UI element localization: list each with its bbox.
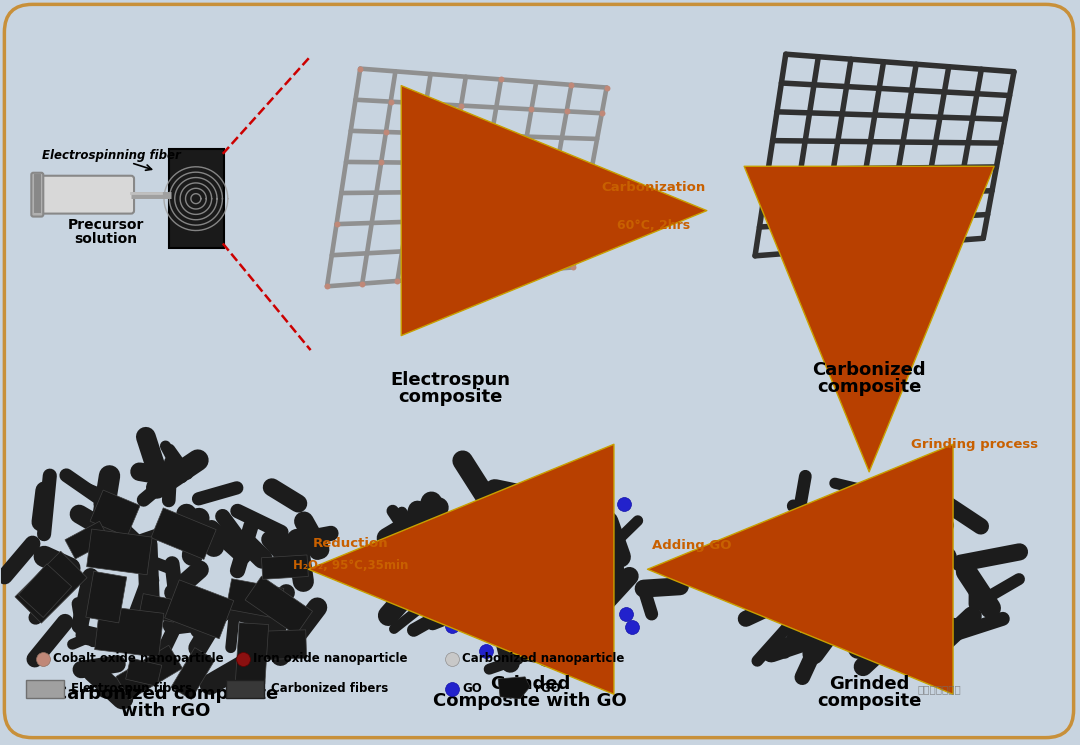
Text: Carbonized fibers: Carbonized fibers [271,682,388,695]
Bar [245,630,307,660]
Bar [245,576,312,635]
Bar [18,564,71,618]
Bar [226,579,284,618]
Bar [65,522,110,559]
Bar [15,551,87,623]
Bar [261,555,308,580]
Bar [95,606,164,657]
Bar [165,580,233,638]
Text: Carbonized composite: Carbonized composite [54,685,278,703]
Text: Cobalt oxide nanoparticle: Cobalt oxide nanoparticle [53,653,224,665]
Text: 材料科学与工程: 材料科学与工程 [917,684,961,694]
Text: H₂O₂, 95°C,35min: H₂O₂, 95°C,35min [293,559,408,572]
Text: rGO: rGO [535,682,561,695]
Text: Electrospun fibers: Electrospun fibers [71,682,192,695]
FancyBboxPatch shape [26,680,64,698]
Bar [86,529,152,575]
Text: solution: solution [75,232,137,247]
Polygon shape [498,677,530,699]
Text: Precursor: Precursor [68,218,145,232]
Text: composite: composite [399,388,502,406]
FancyBboxPatch shape [31,173,43,217]
Text: composite: composite [816,692,921,710]
Text: Electrospun: Electrospun [390,371,510,389]
Bar [125,658,162,686]
Text: Electrospinning fiber: Electrospinning fiber [42,149,180,162]
Text: Adding GO: Adding GO [652,539,731,552]
Text: Carbonization: Carbonization [602,181,706,194]
Text: composite: composite [816,378,921,396]
Text: with rGO: with rGO [121,702,211,720]
FancyBboxPatch shape [4,4,1074,738]
Text: Reduction: Reduction [313,537,389,551]
FancyBboxPatch shape [168,149,224,249]
Bar [235,623,269,684]
FancyBboxPatch shape [226,680,264,698]
Text: GO: GO [462,682,482,695]
Text: Grinded: Grinded [829,675,909,693]
Text: Carbonized nanoparticle: Carbonized nanoparticle [462,653,624,665]
Bar [139,594,178,622]
Text: Composite with GO: Composite with GO [433,692,626,710]
Bar [171,647,215,700]
Text: Grinded: Grinded [490,675,570,693]
Bar [151,508,216,559]
Bar [90,490,140,536]
Text: Carbonized: Carbonized [812,361,926,379]
Bar [85,571,126,623]
FancyBboxPatch shape [33,176,134,214]
Text: Grinding process: Grinding process [912,438,1038,451]
Text: 60°C, 2hrs: 60°C, 2hrs [617,218,690,232]
Bar [116,645,183,700]
Text: Iron oxide nanoparticle: Iron oxide nanoparticle [253,653,407,665]
